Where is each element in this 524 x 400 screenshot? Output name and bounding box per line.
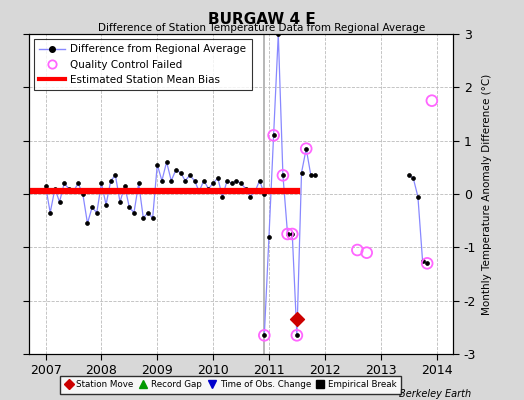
Quality Control Failed	[269, 132, 278, 138]
Text: Berkeley Earth: Berkeley Earth	[399, 389, 472, 399]
Difference from Regional Average	[238, 181, 244, 186]
Quality Control Failed	[260, 332, 268, 338]
Difference from Regional Average	[196, 189, 202, 194]
Difference from Regional Average	[122, 184, 128, 188]
Difference from Regional Average	[94, 210, 100, 215]
Text: BURGAW 4 E: BURGAW 4 E	[208, 12, 316, 27]
Quality Control Failed	[428, 98, 436, 104]
Difference from Regional Average	[182, 178, 188, 183]
Difference from Regional Average	[103, 202, 109, 207]
Point	[293, 316, 301, 322]
Difference from Regional Average	[220, 194, 226, 199]
Difference from Regional Average	[256, 178, 263, 183]
Difference from Regional Average	[159, 178, 165, 183]
Legend: Difference from Regional Average, Quality Control Failed, Estimated Station Mean: Difference from Regional Average, Qualit…	[34, 39, 252, 90]
Quality Control Failed	[283, 231, 292, 237]
Difference from Regional Average	[117, 200, 123, 204]
Quality Control Failed	[363, 250, 371, 256]
Difference from Regional Average	[107, 178, 114, 183]
Quality Control Failed	[302, 146, 310, 152]
Difference from Regional Average	[191, 178, 198, 183]
Difference from Regional Average	[261, 192, 267, 196]
Difference from Regional Average	[57, 200, 63, 204]
Difference from Regional Average	[140, 216, 146, 220]
Difference from Regional Average	[52, 186, 58, 191]
Y-axis label: Monthly Temperature Anomaly Difference (°C): Monthly Temperature Anomaly Difference (…	[482, 73, 492, 315]
Difference from Regional Average	[201, 178, 207, 183]
Difference from Regional Average	[163, 160, 170, 164]
Quality Control Failed	[288, 231, 297, 237]
Difference from Regional Average	[61, 181, 67, 186]
Difference from Regional Average	[252, 189, 258, 194]
Quality Control Failed	[293, 332, 301, 338]
Difference from Regional Average	[70, 189, 77, 194]
Difference from Regional Average	[168, 178, 174, 183]
Quality Control Failed	[423, 260, 431, 266]
Difference from Regional Average	[145, 210, 151, 215]
Difference from Regional Average	[126, 205, 133, 210]
Difference from Regional Average	[99, 181, 105, 186]
Legend: Station Move, Record Gap, Time of Obs. Change, Empirical Break: Station Move, Record Gap, Time of Obs. C…	[60, 376, 401, 394]
Difference from Regional Average	[149, 216, 156, 220]
Difference from Regional Average	[210, 181, 216, 186]
Difference from Regional Average	[178, 170, 184, 175]
Difference from Regional Average	[243, 186, 249, 191]
Difference from Regional Average	[136, 181, 142, 186]
Difference from Regional Average	[47, 210, 53, 215]
Difference from Regional Average	[80, 192, 86, 196]
Difference from Regional Average	[84, 221, 91, 226]
Difference from Regional Average	[224, 178, 230, 183]
Difference from Regional Average	[112, 173, 118, 178]
Difference from Regional Average	[228, 181, 235, 186]
Line: Difference from Regional Average: Difference from Regional Average	[43, 160, 266, 225]
Difference from Regional Average	[205, 186, 212, 191]
Difference from Regional Average	[154, 162, 160, 167]
Difference from Regional Average	[75, 181, 81, 186]
Difference from Regional Average	[215, 176, 221, 180]
Quality Control Failed	[353, 247, 362, 253]
Difference from Regional Average	[247, 194, 254, 199]
Difference from Regional Average	[89, 205, 95, 210]
Difference from Regional Average	[42, 184, 49, 188]
Quality Control Failed	[279, 172, 287, 178]
Difference from Regional Average	[131, 210, 137, 215]
Difference from Regional Average	[173, 168, 179, 172]
Difference from Regional Average	[233, 178, 239, 183]
Difference from Regional Average	[66, 186, 72, 191]
Difference from Regional Average	[187, 173, 193, 178]
Text: Difference of Station Temperature Data from Regional Average: Difference of Station Temperature Data f…	[99, 23, 425, 33]
